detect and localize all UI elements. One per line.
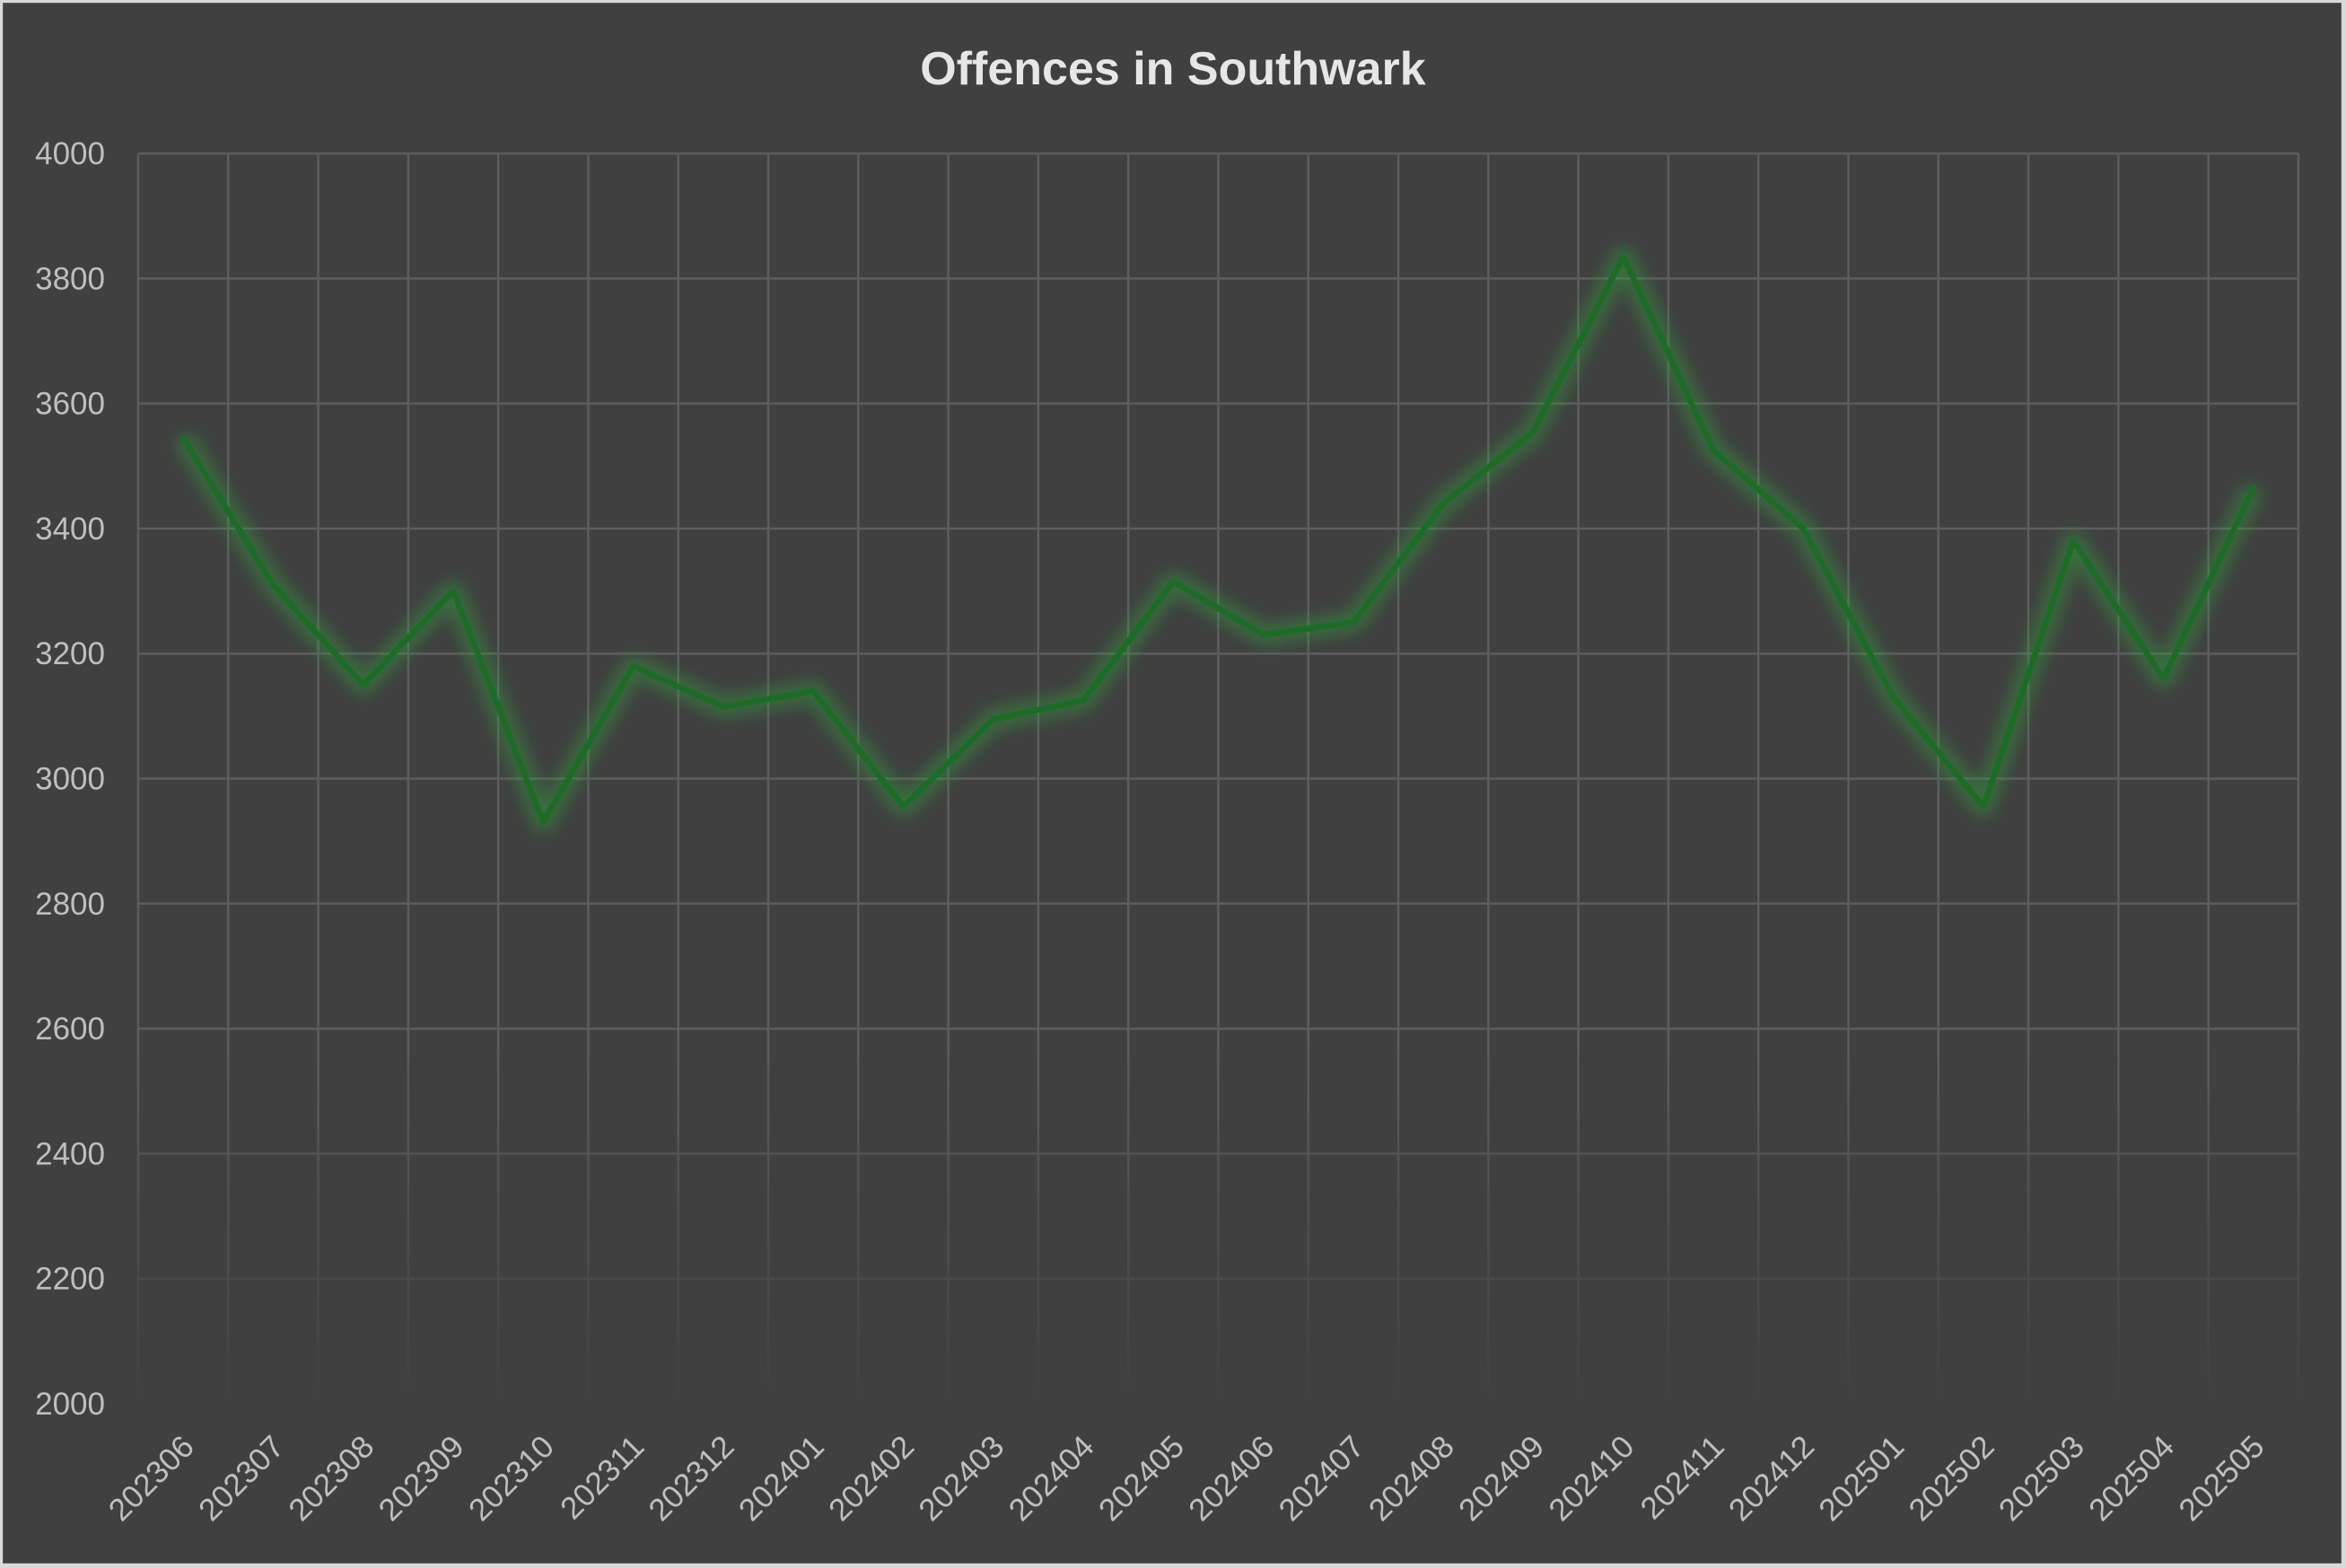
data-point [1891,695,1895,699]
x-tick-label: 202410 [1542,1429,1641,1528]
data-point [1081,698,1086,703]
series-line [179,253,2257,826]
data-point [1261,633,1265,637]
y-tick-label: 3600 [35,387,105,422]
data-point [1801,526,1806,530]
x-tick-label: 202502 [1902,1429,2000,1528]
x-tick-label: 202311 [554,1429,651,1526]
data-point [271,583,276,587]
x-tick-label: 202501 [1812,1429,1911,1528]
y-tick-label: 2200 [35,1262,105,1297]
x-tick-label: 202306 [102,1429,201,1528]
x-tick-label: 202505 [2172,1429,2271,1528]
data-point [1351,620,1355,625]
y-tick-label: 4000 [35,136,105,171]
y-tick-label: 3800 [35,261,105,296]
plot-area [174,246,2263,833]
y-tick-label: 2000 [35,1387,105,1422]
x-tick-label: 202307 [192,1429,291,1528]
x-tick-label: 202402 [822,1429,921,1528]
y-tick-label: 2400 [35,1136,105,1171]
x-tick-label: 202406 [1182,1429,1281,1528]
x-tick-label: 202308 [282,1429,381,1528]
y-tick-label: 3200 [35,636,105,671]
data-point [1531,429,1536,434]
x-tick-label: 202309 [372,1429,471,1528]
chart-title: Offences in Southwark [920,43,1426,95]
data-point [1711,448,1716,452]
data-point [1981,804,1985,809]
x-tick-label: 202403 [912,1429,1011,1528]
x-tick-label: 202503 [1992,1429,2091,1528]
x-tick-label: 202504 [2082,1429,2181,1528]
y-tick-label: 2800 [35,887,105,922]
data-point [991,717,995,722]
x-tick-label: 202401 [732,1429,831,1528]
data-point [181,435,186,440]
line-chart: Offences in Southwark 4000 3800 3600 3400 32… [35,43,2301,1528]
x-tick-label: 202412 [1722,1429,1821,1528]
chart-frame: Offences in Southwark 4000 3800 3600 3400 32… [3,3,2342,1564]
data-point [541,820,546,825]
x-tick-label: 202405 [1092,1429,1191,1528]
data-point [1441,502,1446,506]
x-tick-label: 202312 [642,1429,740,1528]
data-point [811,688,816,693]
data-point [2071,539,2076,543]
data-point [451,589,456,593]
data-point [721,705,725,709]
y-tick-label: 3400 [35,512,105,547]
x-tick-label: 202310 [462,1429,561,1528]
data-point [2251,486,2255,490]
data-point [631,664,635,669]
data-point [1171,580,1176,584]
x-tick-label: 202407 [1272,1429,1370,1528]
y-axis: 4000 3800 3600 3400 3200 3000 2800 2600 2400 2200… [35,136,105,1422]
y-tick-label: 3000 [35,762,105,797]
x-tick-label: 202411 [1633,1429,1730,1526]
data-point [2161,677,2166,681]
y-tick-label: 2600 [35,1012,105,1047]
data-point [901,804,906,809]
x-axis: 2023062023072023082023092023102023112023… [102,1429,2272,1528]
x-tick-label: 202404 [1002,1429,1101,1528]
grid-fade-overlay [134,1036,2301,1413]
data-point [361,683,365,688]
data-point [1621,254,1625,258]
x-tick-label: 202409 [1452,1429,1551,1528]
x-tick-label: 202408 [1362,1429,1461,1528]
